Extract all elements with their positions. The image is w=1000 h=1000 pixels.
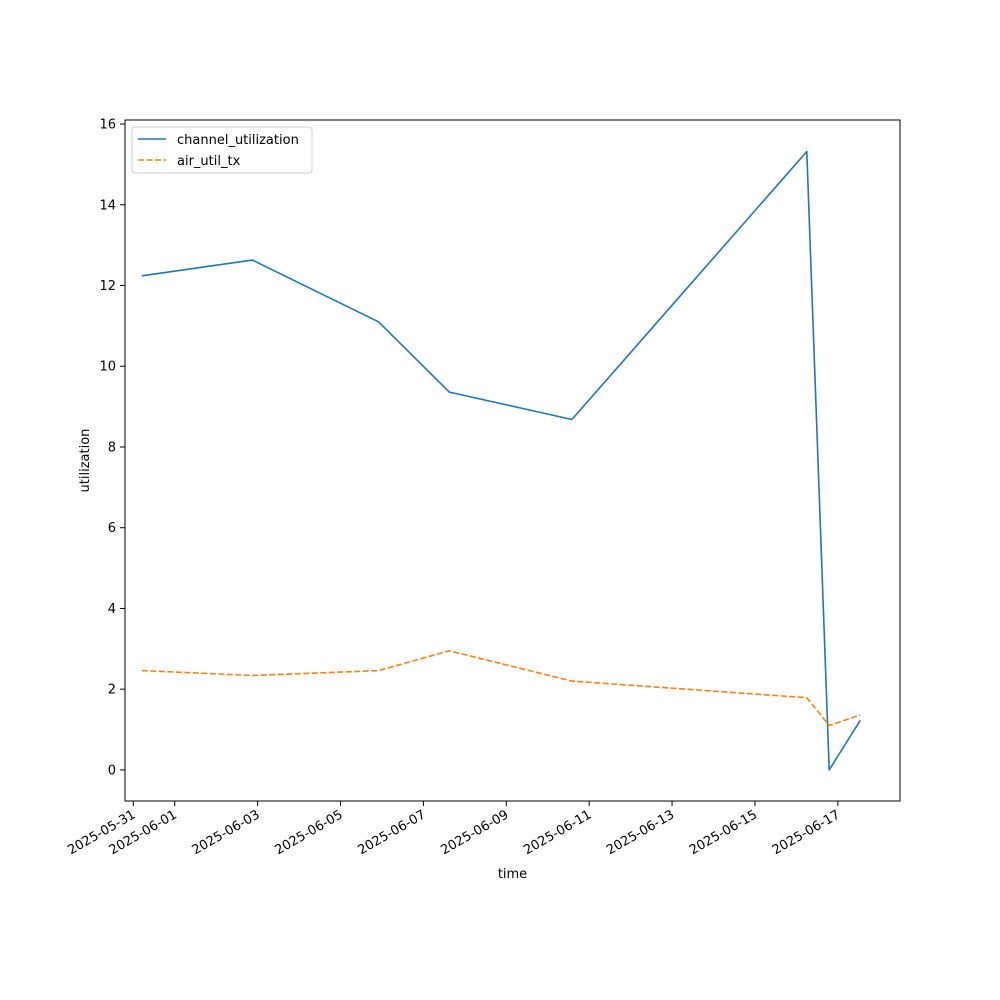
y-tick-label: 4 — [108, 602, 116, 617]
y-tick-label: 16 — [99, 118, 116, 133]
series-line-air_util_tx — [141, 649, 861, 727]
x-axis-label: time — [498, 867, 527, 882]
y-tick-label: 8 — [108, 440, 116, 455]
plot-area-frame — [124, 119, 901, 802]
y-tick-label: 2 — [108, 683, 116, 698]
y-tick-label: 0 — [108, 763, 116, 778]
y-axis-label: utilization — [78, 429, 93, 493]
legend-box — [131, 126, 313, 174]
y-tick-label: 6 — [108, 521, 116, 536]
series-line-channel_utilization — [141, 150, 861, 771]
y-tick-label: 14 — [99, 198, 116, 213]
legend-label-air_util_tx: air_util_tx — [177, 154, 241, 169]
legend: channel_utilization air_util_tx — [131, 126, 313, 174]
y-tick-label: 12 — [99, 279, 116, 294]
legend-label-channel_utilization: channel_utilization — [177, 133, 299, 148]
y-tick-label: 10 — [99, 360, 116, 375]
y-axis: 0 2 4 6 8 10 12 14 16 — [99, 118, 125, 778]
series-layer — [141, 150, 861, 771]
